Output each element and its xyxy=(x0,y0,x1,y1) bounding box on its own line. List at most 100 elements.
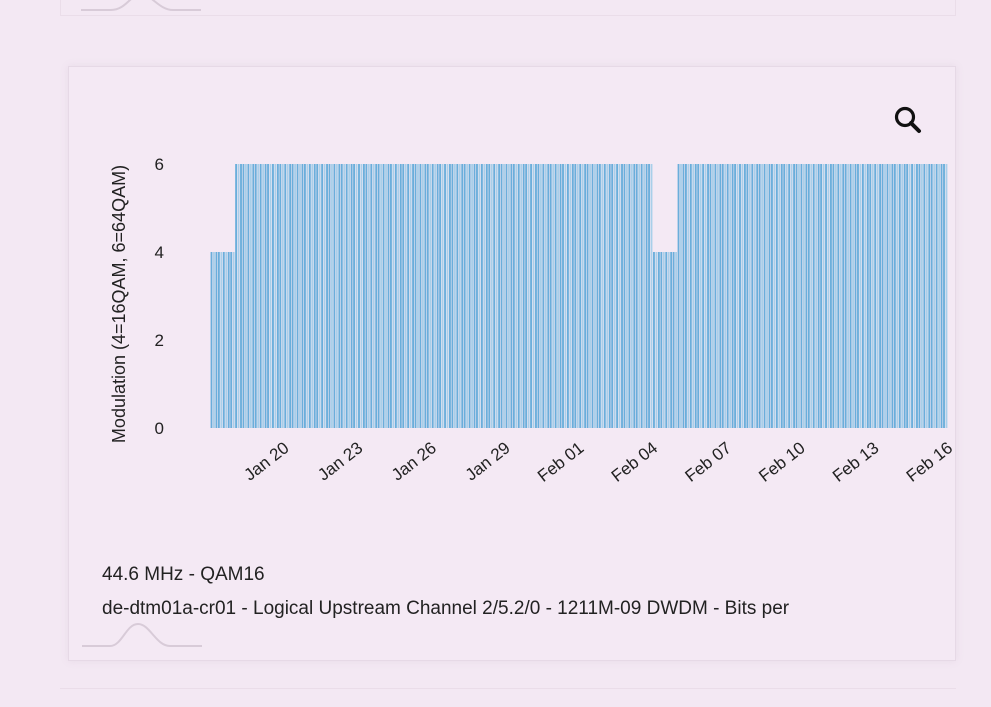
bar xyxy=(800,164,803,428)
bar xyxy=(387,164,390,428)
bar xyxy=(898,164,901,428)
bar xyxy=(923,164,926,428)
bar xyxy=(495,164,498,428)
sparkline-icon xyxy=(82,622,202,647)
bar xyxy=(625,164,628,428)
bar xyxy=(788,164,791,428)
bar xyxy=(911,164,913,428)
bar xyxy=(343,164,346,428)
bar xyxy=(790,164,793,428)
bar xyxy=(355,164,358,428)
bar xyxy=(613,164,616,428)
x-tick-label: Feb 13 xyxy=(829,438,882,486)
bar xyxy=(564,164,567,428)
bar xyxy=(426,164,429,428)
bar xyxy=(522,164,525,428)
bar xyxy=(360,164,363,428)
bar xyxy=(743,164,746,428)
zoom-button[interactable] xyxy=(888,100,928,140)
bar xyxy=(881,164,884,428)
bar xyxy=(311,164,314,428)
bar xyxy=(775,164,778,428)
bar xyxy=(458,164,461,428)
bar xyxy=(272,164,274,428)
bar xyxy=(891,164,894,428)
bar xyxy=(370,164,373,428)
bar xyxy=(879,164,882,428)
bar xyxy=(903,164,906,428)
bar xyxy=(889,164,891,428)
bar xyxy=(530,164,532,428)
bar xyxy=(714,164,717,428)
bar xyxy=(446,164,449,428)
bar xyxy=(380,164,383,428)
bar xyxy=(210,252,213,428)
bar xyxy=(655,252,658,428)
bar xyxy=(807,164,810,428)
bar xyxy=(704,164,707,428)
bar xyxy=(608,164,611,428)
bar xyxy=(569,164,572,428)
bar xyxy=(367,164,370,428)
bar xyxy=(503,164,505,428)
bar xyxy=(247,164,250,428)
bar xyxy=(537,164,540,428)
bar xyxy=(589,164,591,428)
bar xyxy=(358,164,360,428)
bar xyxy=(869,164,872,428)
bar xyxy=(638,164,641,428)
bar xyxy=(424,164,427,428)
bar xyxy=(419,164,422,428)
bar xyxy=(461,164,464,428)
bar xyxy=(601,164,604,428)
bar xyxy=(345,164,348,428)
bar xyxy=(407,164,410,428)
bar xyxy=(675,252,678,428)
bar xyxy=(515,164,518,428)
bar xyxy=(687,164,690,428)
bar xyxy=(485,164,488,428)
bar xyxy=(756,164,759,428)
bar xyxy=(945,164,948,428)
bar xyxy=(466,164,469,428)
bar xyxy=(660,252,663,428)
bar xyxy=(399,164,402,428)
bar xyxy=(476,164,478,428)
bar xyxy=(242,164,245,428)
bar xyxy=(783,164,786,428)
bar xyxy=(630,164,633,428)
bar xyxy=(817,164,820,428)
bar xyxy=(933,164,936,428)
bar xyxy=(928,164,931,428)
bar xyxy=(908,164,911,428)
bar xyxy=(795,164,798,428)
bar xyxy=(493,164,496,428)
bar xyxy=(591,164,594,428)
bar xyxy=(542,164,545,428)
bar xyxy=(362,164,365,428)
bar xyxy=(874,164,877,428)
bar xyxy=(716,164,719,428)
bar xyxy=(834,164,837,428)
bar xyxy=(296,164,299,428)
bar xyxy=(289,164,292,428)
bar xyxy=(861,164,864,428)
bar xyxy=(294,164,297,428)
bar xyxy=(576,164,579,428)
bar xyxy=(535,164,537,428)
bar xyxy=(372,164,375,428)
bar xyxy=(436,164,439,428)
bar xyxy=(780,164,783,428)
bar xyxy=(635,164,638,428)
bar xyxy=(633,164,636,428)
bar xyxy=(227,252,230,428)
x-tick-label: Feb 04 xyxy=(608,438,661,486)
bar xyxy=(584,164,587,428)
bar xyxy=(731,164,734,428)
bar xyxy=(331,164,333,428)
bar xyxy=(217,252,220,428)
y-axis: 0 2 4 6 xyxy=(155,155,164,438)
bar xyxy=(249,164,252,428)
channel-subtitle: de-dtm01a-cr01 - Logical Upstream Channe… xyxy=(102,598,790,619)
bar xyxy=(697,164,700,428)
